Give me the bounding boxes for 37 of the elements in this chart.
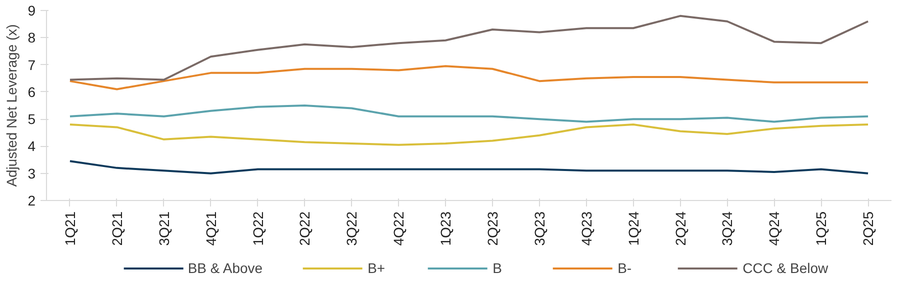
x-tick-label: 4Q23	[578, 211, 594, 246]
y-tick-label: 3	[28, 165, 36, 182]
y-tick-label: 6	[28, 84, 36, 100]
x-tick-label: 1Q21	[62, 211, 78, 246]
x-tick-label: 1Q25	[813, 211, 830, 246]
x-tick-label: 2Q23	[484, 211, 500, 246]
y-tick-label: 2	[28, 192, 36, 208]
line-series	[68, 14, 870, 81]
x-tick-label: 2Q22	[296, 211, 313, 246]
legend-label: B+	[368, 260, 386, 276]
x-tick-label: 3Q21	[156, 211, 172, 246]
legend-label: B	[492, 260, 503, 276]
line-series	[68, 124, 870, 146]
x-tick-label: 1Q24	[625, 211, 642, 246]
legend-label: CCC & Below	[742, 260, 828, 276]
y-tick-label: 5	[28, 111, 36, 128]
x-tick-label: 3Q22	[344, 211, 360, 246]
y-tick-label: 8	[28, 30, 36, 46]
x-tick-label: 4Q21	[202, 211, 219, 246]
x-tick-label: 3Q23	[531, 211, 548, 246]
line-series	[68, 104, 870, 123]
x-tick-label: 1Q22	[250, 211, 266, 246]
x-tick-label: 2Q24	[672, 211, 688, 246]
legend-label: B-	[618, 260, 633, 276]
line-series	[68, 65, 870, 90]
x-tick-label: 2Q25	[860, 211, 876, 246]
y-axis-title: Adjusted Net Leverage (x)	[4, 24, 20, 187]
x-tick-label: 4Q24	[766, 211, 782, 246]
y-tick-label: 9	[28, 2, 36, 18]
x-tick-label: 2Q21	[108, 211, 125, 246]
y-tick-label: 7	[28, 56, 36, 73]
x-tick-label: 1Q23	[438, 211, 454, 246]
line-series	[68, 160, 870, 174]
legend-label: BB & Above	[188, 260, 263, 276]
x-tick-label: 4Q22	[390, 211, 407, 246]
x-tick-label: 3Q24	[719, 211, 736, 246]
y-tick-label: 4	[28, 138, 36, 154]
